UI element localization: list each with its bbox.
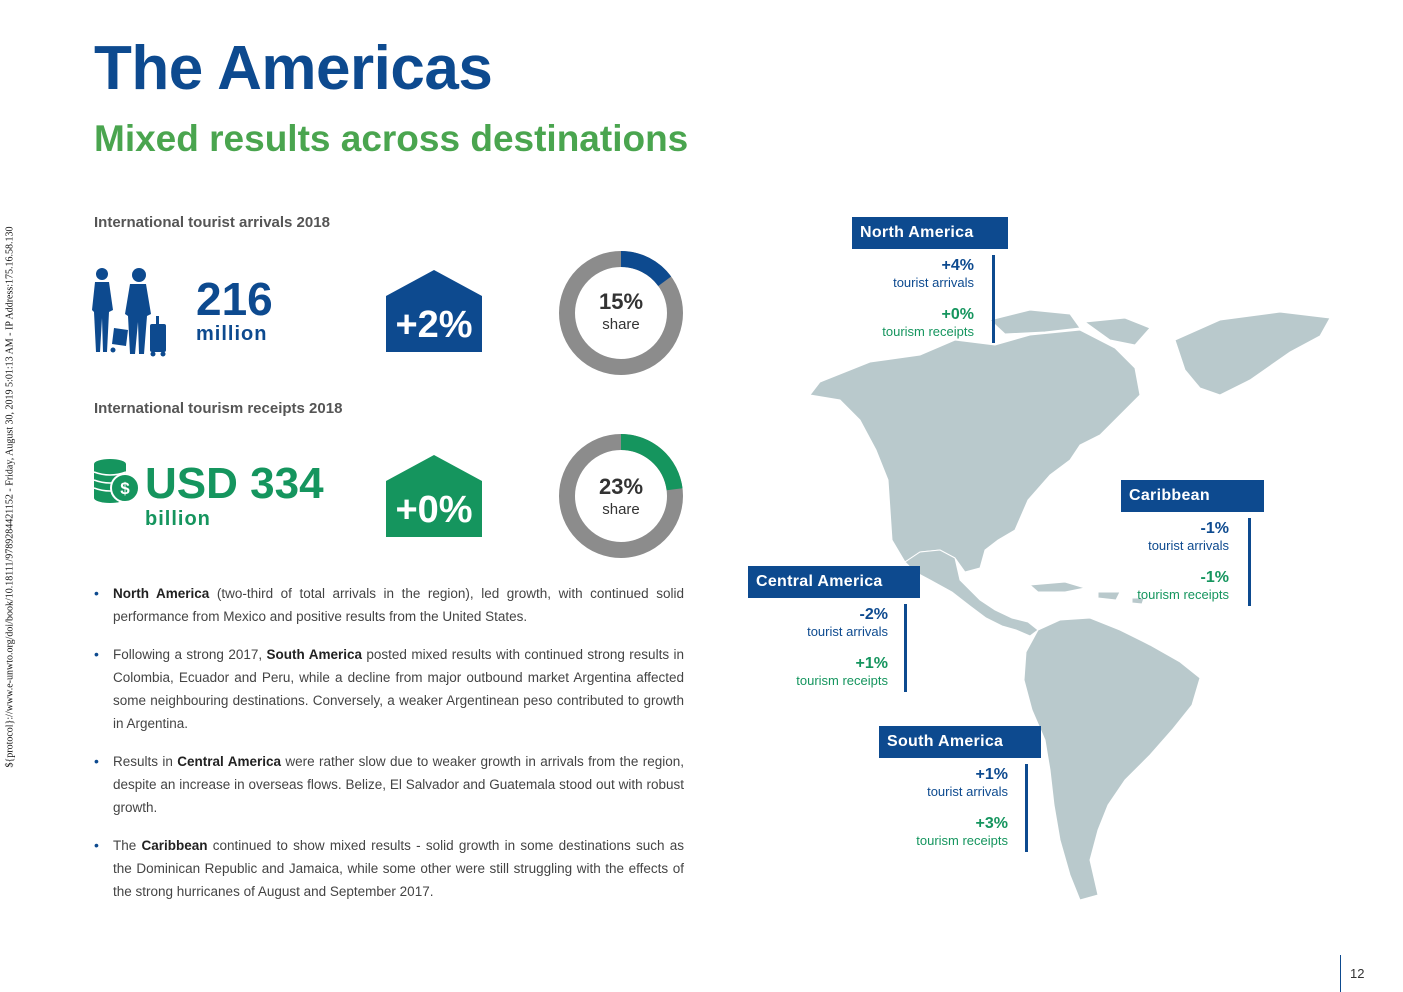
region-caribbean-name: Caribbean [1121,480,1264,512]
arrivals-donut-share-arc [620,251,672,287]
arrivals-unit: million [196,323,268,345]
arrivals-share-word: share [602,316,640,333]
receipts-share-pct: 23% [598,474,644,499]
region-north-america: North America +4% tourist arrivals +0% t… [852,217,1008,343]
sidebar-watermark: ${protocol}://www.e-unwto.org/doi/book/1… [2,132,18,862]
south-america-bracket [1025,764,1041,852]
north-america-arrivals: +4% tourist arrivals [893,257,974,290]
receipts-change: +0% [395,489,473,531]
page-subtitle: Mixed results across destinations [94,118,689,159]
arrivals-change: +2% [395,304,473,346]
region-south-america-name: South America [879,726,1041,758]
region-caribbean: Caribbean -1% tourist arrivals -1% touri… [1121,480,1264,606]
travelers-icon [92,266,170,358]
page-title: The Americas [94,34,493,103]
bullet-caribbean: The Caribbean continued to show mixed re… [94,834,684,903]
arrivals-share-pct: 15% [598,289,644,314]
region-south-america: South America +1% tourist arrivals +3% t… [879,726,1041,852]
receipts-value: USD 334 [145,459,324,508]
central-america-arrivals: -2% tourist arrivals [807,606,888,639]
caribbean-receipts: -1% tourism receipts [1137,569,1229,602]
north-america-bracket [992,255,1008,343]
summary-bullets: North America (two-third of total arriva… [94,582,684,918]
bullet-central-america: Results in Central America were rather s… [94,750,684,819]
receipts-unit: billion [145,508,211,530]
arrivals-label: International tourist arrivals 2018 [94,214,330,231]
coins-dollar-icon: $ [92,456,140,506]
receipts-change-badge: +0% [386,455,482,537]
arrivals-share-donut: 15% share [557,249,685,377]
bullet-south-america: Following a strong 2017, South America p… [94,643,684,735]
south-america-receipts: +3% tourism receipts [916,815,1008,848]
receipts-donut-share-arc [620,434,683,491]
receipts-share-word: share [602,501,640,518]
arrivals-change-badge: +2% [386,270,482,352]
caribbean-arrivals: -1% tourist arrivals [1148,520,1229,553]
caribbean-bracket [1248,518,1264,606]
arrivals-value: 216 [196,273,273,325]
bullet-north-america: North America (two-third of total arriva… [94,582,684,628]
receipts-share-donut: 23% share [557,432,685,560]
region-central-america: Central America -2% tourist arrivals +1%… [748,566,920,692]
south-america-arrivals: +1% tourist arrivals [927,766,1008,799]
receipts-label: International tourism receipts 2018 [94,400,343,417]
americas-map [780,300,1340,910]
page-number: 12 [1350,966,1365,981]
receipts-donut-track [559,434,683,558]
central-america-receipts: +1% tourism receipts [796,655,888,688]
sidebar-watermark-text: ${protocol}://www.e-unwto.org/doi/book/1… [4,226,16,768]
svg-text:$: $ [120,479,130,498]
region-north-america-name: North America [852,217,1008,249]
central-america-bracket [904,604,920,692]
region-central-america-name: Central America [748,566,920,598]
page-number-divider [1340,955,1341,992]
north-america-receipts: +0% tourism receipts [882,306,974,339]
